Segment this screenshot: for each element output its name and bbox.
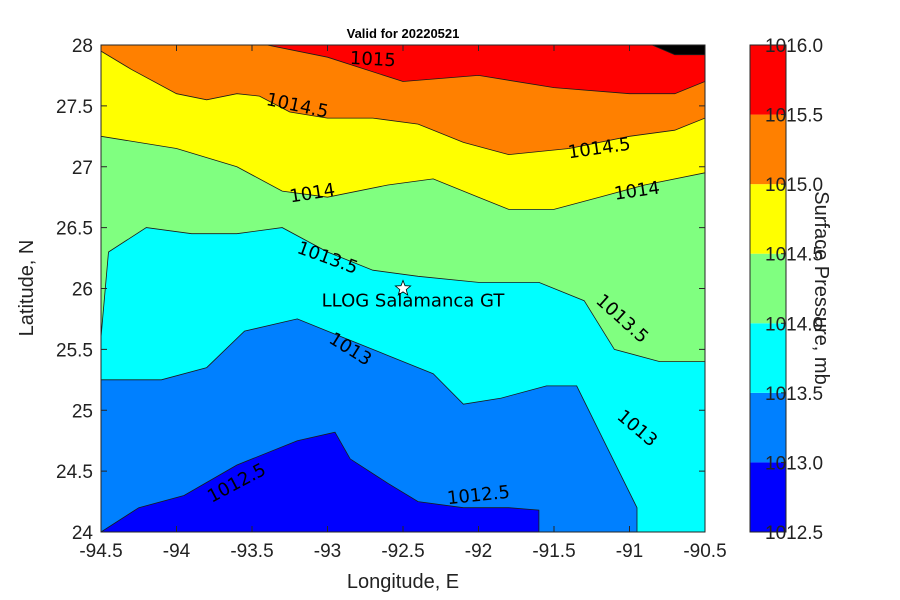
colorbar-tick-label: 1016.0	[765, 36, 823, 57]
x-tick-label: -94.5	[79, 541, 122, 562]
colorbar-tick-label: 1013.5	[765, 384, 823, 405]
x-tick-label: -91.5	[532, 541, 575, 562]
x-tick-label: -91	[616, 541, 643, 562]
contour-line-1015.5	[652, 45, 705, 56]
colorbar-tick-label: 1014.0	[765, 314, 823, 335]
y-axis: 24 24.5 25 25.5 26 26.5 27 27.5 28	[56, 36, 705, 544]
y-tick-label: 25.5	[56, 340, 93, 361]
x-tick-label: -90.5	[683, 541, 726, 562]
x-tick-label: -92	[465, 541, 492, 562]
contour-line-1012.5	[101, 431, 540, 532]
colorbar-swatch	[750, 253, 786, 324]
colorbar-tick-label: 1015.5	[765, 106, 823, 127]
colorbar-tick-label: 1014.5	[765, 245, 823, 266]
y-tick-label: 26.5	[56, 219, 93, 240]
y-tick-label: 27	[72, 158, 93, 179]
colorbar-swatch	[750, 462, 786, 532]
y-tick-label: 25	[72, 401, 93, 422]
x-tick-label: -92.5	[381, 541, 424, 562]
colorbar-swatch	[750, 114, 786, 185]
site-star-icon	[394, 279, 412, 296]
colorbar-swatch	[750, 323, 786, 393]
colorbar-swatch	[750, 45, 786, 115]
y-tick-label: 27.5	[56, 97, 93, 118]
colorbar-swatch	[750, 184, 786, 254]
contour-label: 1015	[349, 48, 396, 71]
colorbar-frame	[749, 44, 787, 533]
x-axis: -94.5 -94 -93.5 -93 -92.5 -92 -91.5 -91 -90.5	[79, 45, 727, 562]
contour-line-1014	[101, 135, 705, 210]
colorbar: 1012.5 1013.0 1013.5 1014.0 1014.5 1015.0 1015…	[749, 36, 823, 544]
y-tick-label: 28	[72, 36, 93, 57]
site-marker: LLOG Salamanca GT	[322, 279, 506, 312]
colorbar-tick-label: 1015.0	[765, 175, 823, 196]
contour-line-1014.5	[101, 50, 705, 156]
contour-line-1015	[267, 45, 705, 95]
contour-line-1013.5	[101, 227, 705, 362]
y-axis-label: Latitude, N	[16, 240, 38, 337]
x-tick-label: -94	[163, 541, 191, 562]
x-tick-label: -93.5	[230, 541, 273, 562]
y-tick-label: 24	[72, 523, 94, 544]
colorbar-tick-label: 1012.5	[765, 523, 823, 544]
band-fill-7	[652, 45, 705, 55]
colorbar-label: Surface Pressure, mb	[810, 191, 832, 384]
colorbar-swatch	[750, 392, 786, 463]
contour-line-1013	[101, 318, 638, 532]
contour-lines	[101, 45, 705, 532]
site-label: LLOG Salamanca GT	[322, 291, 506, 312]
y-tick-label: 26	[72, 280, 93, 301]
chart-title: Valid for 20220521	[347, 26, 460, 41]
y-tick-label: 24.5	[56, 462, 93, 483]
x-tick-label: -93	[314, 541, 341, 562]
colorbar-tick-label: 1013.0	[765, 453, 823, 474]
x-axis-label: Longitude, E	[347, 571, 459, 593]
band-fill-6	[267, 45, 705, 94]
